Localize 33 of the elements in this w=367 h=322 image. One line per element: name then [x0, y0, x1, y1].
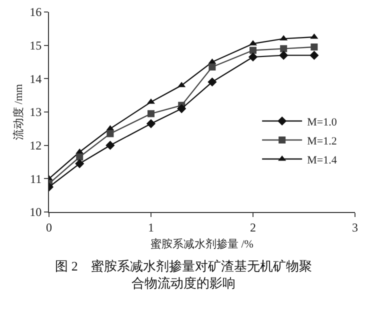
legend-label: M=1.2 — [307, 135, 337, 148]
x-tick-label: 3 — [352, 220, 358, 234]
point — [310, 50, 319, 60]
y-tick-label: 12 — [30, 138, 42, 153]
y-tick-label: 16 — [30, 5, 42, 20]
point — [248, 52, 258, 62]
point — [280, 45, 288, 52]
y-tick-label: 14 — [30, 72, 42, 86]
legend-label: M=1.4 — [307, 154, 338, 166]
point — [75, 159, 84, 168]
y-tick-label: 13 — [30, 105, 42, 120]
point — [310, 44, 318, 50]
point — [250, 46, 256, 54]
y-axis-title: 流动度 /mm — [12, 84, 26, 140]
point — [76, 154, 84, 160]
point — [177, 104, 186, 114]
point — [146, 119, 156, 128]
x-tick-label: 1 — [148, 220, 154, 234]
point — [279, 50, 288, 60]
y-tick-label: 10 — [30, 205, 42, 220]
y-tick-label: 11 — [30, 172, 42, 186]
x-tick-label: 2 — [250, 220, 256, 234]
legend-label: M=1.0 — [307, 116, 338, 128]
y-tick-label: 15 — [30, 38, 42, 53]
point — [106, 140, 115, 150]
text: 图 2 蜜胺系减水剂掺量对矿渣基无机矿物聚合物流动度的影响 — [55, 258, 312, 290]
point — [208, 77, 217, 87]
point — [148, 110, 154, 118]
x-axis-title: 蜜胺系减水剂掺量 /% — [150, 238, 254, 251]
point — [178, 82, 186, 88]
x-tick-label: 0 — [46, 220, 52, 234]
point — [106, 130, 114, 138]
point — [208, 64, 216, 70]
